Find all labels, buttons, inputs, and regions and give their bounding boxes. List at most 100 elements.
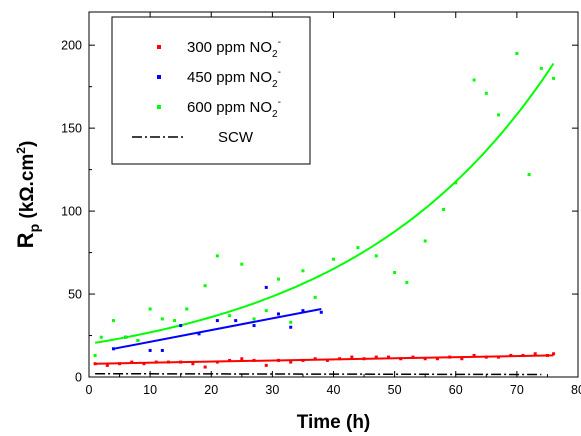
data-point-series-3: [215, 254, 219, 258]
y-title-main: R: [13, 232, 38, 248]
data-point-series-1: [350, 355, 354, 359]
data-point-series-1: [179, 360, 183, 364]
data-point-series-1: [411, 355, 415, 359]
data-point-series-1: [374, 355, 378, 359]
data-point-series-1: [460, 357, 464, 361]
data-point-series-3: [405, 280, 409, 284]
data-point-series-2: [234, 319, 238, 323]
data-point-series-3: [552, 76, 556, 80]
y-tick-label: 50: [68, 288, 82, 302]
axis-ticks: 0 10 20 30 40 50 60 70 80 0 50 100 150 200: [61, 12, 581, 397]
data-point-series-1: [545, 353, 549, 357]
data-point-series-1: [166, 360, 170, 364]
data-point-series-1: [533, 352, 537, 356]
x-tick-label: 0: [86, 383, 93, 397]
data-point-series-3: [99, 335, 103, 339]
x-tick-label: 10: [143, 383, 157, 397]
y-tick-label: 200: [61, 39, 82, 53]
data-point-series-3: [160, 317, 164, 321]
data-point-series-3: [173, 319, 177, 323]
legend-label-sub: 2: [272, 49, 278, 60]
data-point-series-2: [252, 324, 256, 328]
legend-marker-2: [157, 75, 161, 79]
data-point-series-1: [484, 355, 488, 359]
fit-lines: [94, 62, 555, 376]
data-point-series-3: [423, 239, 427, 243]
data-point-series-3: [111, 319, 115, 323]
legend: 300 ppm NO2-450 ppm NO2-600 ppm NO2-SCW: [111, 16, 311, 165]
data-point-series-2: [197, 332, 201, 336]
legend-label-main: 300 ppm NO: [187, 39, 272, 56]
y-axis-title: Rp (kΩ.cm2): [13, 141, 42, 249]
data-point-series-1: [387, 355, 391, 359]
legend-label-main: SCW: [218, 129, 254, 146]
fit-line-series-4: [95, 372, 542, 376]
y-tick-label: 100: [61, 205, 82, 219]
legend-label-4: SCW: [218, 129, 254, 146]
data-point-series-3: [313, 295, 317, 299]
data-point-series-1: [362, 357, 366, 361]
data-point-series-3: [136, 339, 140, 342]
data-point-series-1: [240, 357, 244, 361]
y-tick-label: 0: [75, 371, 82, 385]
data-point-series-2: [301, 309, 305, 313]
data-point-series-2: [160, 348, 164, 352]
data-point-series-1: [264, 363, 268, 367]
data-point-series-3: [93, 353, 97, 357]
data-point-series-1: [338, 357, 342, 361]
legend-label-2: 450 ppm NO2-: [187, 67, 281, 90]
data-point-series-1: [93, 362, 97, 366]
data-point-series-3: [484, 91, 488, 95]
legend-label-sup: -: [278, 67, 281, 78]
legend-label-main: 450 ppm NO: [187, 69, 272, 86]
x-tick-label: 40: [327, 383, 341, 397]
x-axis-title: Time (h): [297, 412, 371, 433]
data-point-series-3: [228, 314, 232, 318]
legend-label-main: 600 ppm NO: [187, 99, 272, 116]
data-point-series-1: [552, 352, 556, 356]
data-point-series-1: [130, 360, 134, 364]
data-point-series-1: [118, 362, 122, 366]
data-point-series-3: [148, 307, 152, 311]
data-point-series-1: [448, 355, 452, 359]
data-point-series-3: [289, 320, 293, 324]
data-point-series-1: [521, 353, 525, 357]
fit-line-series-1: [95, 354, 554, 365]
data-point-series-3: [497, 113, 501, 117]
data-point-series-3: [124, 335, 128, 339]
x-tick-label: 30: [265, 383, 279, 397]
data-point-series-1: [313, 357, 317, 361]
data-point-series-3: [264, 309, 268, 313]
data-point-series-3: [332, 257, 335, 261]
data-point-series-2: [148, 348, 152, 352]
data-point-series-3: [301, 269, 305, 273]
x-tick-label: 20: [204, 383, 218, 397]
x-tick-label: 70: [510, 383, 524, 397]
data-point-series-3: [374, 254, 378, 258]
legend-label-sub: 2: [272, 109, 278, 120]
legend-label-sub: 2: [272, 79, 278, 90]
data-point-series-2: [179, 324, 183, 328]
data-point-series-3: [527, 173, 531, 177]
data-point-series-1: [142, 362, 146, 366]
fit-line-series-2: [113, 308, 322, 350]
data-point-series-3: [240, 262, 244, 266]
data-point-series-3: [442, 207, 446, 211]
data-point-series-2: [319, 310, 323, 314]
data-point-series-2: [111, 347, 115, 351]
data-points: [93, 51, 556, 369]
legend-label-sup: -: [278, 37, 281, 48]
x-tick-label: 50: [388, 383, 402, 397]
data-point-series-3: [472, 78, 476, 82]
data-point-series-3: [539, 66, 543, 70]
data-point-series-1: [215, 360, 219, 364]
y-title-unit: (kΩ.cm: [17, 154, 38, 224]
legend-marker-3: [157, 105, 161, 109]
data-point-series-1: [289, 360, 293, 364]
legend-marker-1: [157, 45, 161, 49]
data-point-series-3: [393, 270, 397, 274]
data-point-series-1: [252, 358, 256, 362]
data-point-series-1: [191, 362, 195, 366]
data-point-series-1: [325, 358, 329, 362]
